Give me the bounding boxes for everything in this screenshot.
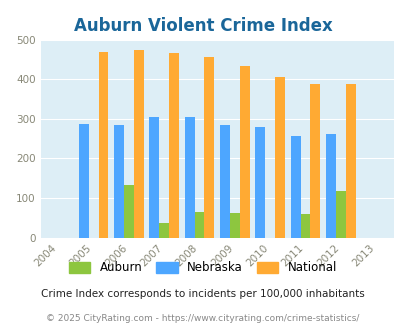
Bar: [345, 84, 355, 238]
Bar: [325, 134, 335, 238]
Bar: [310, 84, 320, 238]
Bar: [220, 125, 229, 238]
Bar: [255, 127, 264, 238]
Bar: [98, 52, 108, 238]
Text: Auburn Violent Crime Index: Auburn Violent Crime Index: [73, 17, 332, 35]
Bar: [79, 123, 88, 238]
Bar: [159, 223, 169, 238]
Bar: [124, 185, 134, 238]
Bar: [290, 136, 300, 238]
Bar: [169, 53, 179, 238]
Bar: [204, 57, 214, 238]
Bar: [149, 117, 159, 238]
Bar: [194, 212, 204, 238]
Bar: [275, 77, 284, 238]
Bar: [114, 125, 124, 238]
Bar: [184, 117, 194, 238]
Bar: [134, 50, 143, 238]
Text: © 2025 CityRating.com - https://www.cityrating.com/crime-statistics/: © 2025 CityRating.com - https://www.city…: [46, 314, 359, 323]
Legend: Auburn, Nebraska, National: Auburn, Nebraska, National: [64, 257, 341, 279]
Bar: [335, 191, 345, 238]
Text: Crime Index corresponds to incidents per 100,000 inhabitants: Crime Index corresponds to incidents per…: [41, 289, 364, 299]
Bar: [229, 213, 239, 238]
Bar: [239, 66, 249, 238]
Bar: [300, 214, 310, 238]
